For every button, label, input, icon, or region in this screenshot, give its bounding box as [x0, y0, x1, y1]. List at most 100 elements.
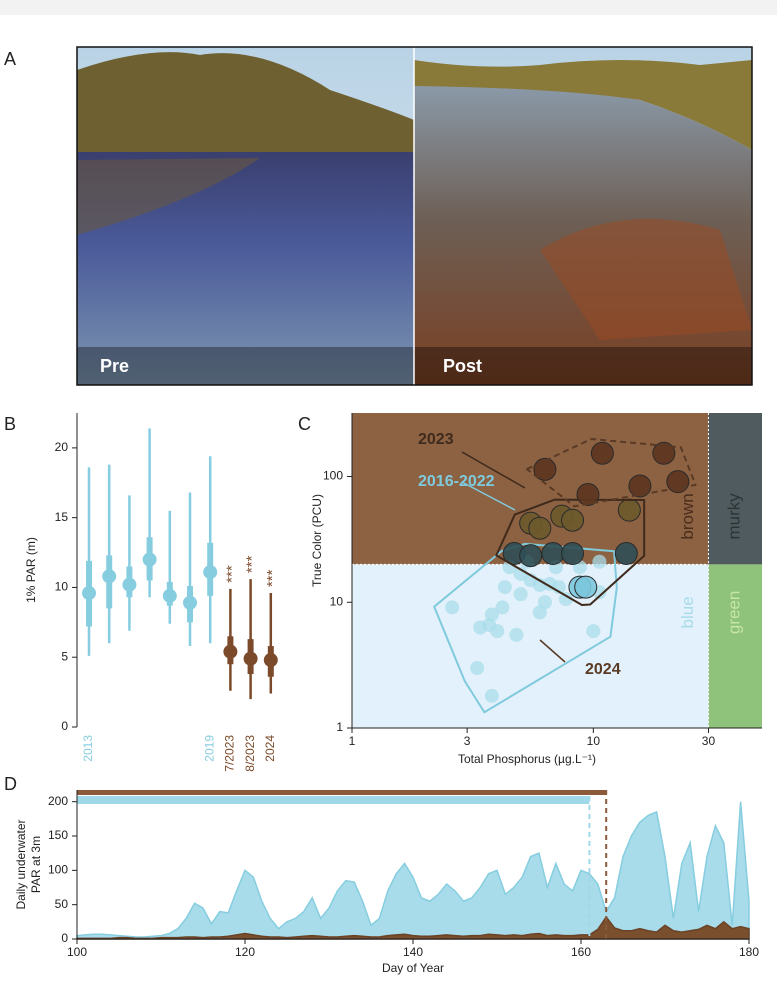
significance: *** — [264, 569, 281, 587]
y-axis-label: PAR at 3m — [29, 836, 43, 893]
median-point — [263, 653, 278, 668]
group-label: 2024 — [585, 661, 621, 678]
photo-panel: Pre Post — [76, 46, 753, 386]
point — [561, 542, 585, 566]
x-tick-label: 8/2023 — [243, 735, 257, 772]
y-tick-label: 5 — [61, 649, 68, 663]
area — [76, 801, 750, 940]
point — [497, 580, 512, 595]
y-tick-label: 10 — [330, 594, 344, 608]
point — [509, 627, 524, 642]
x-tick-label: 10 — [587, 734, 601, 748]
region-label: brown — [678, 493, 697, 539]
point — [617, 498, 641, 522]
area — [76, 915, 750, 940]
x-tick-label: 180 — [739, 945, 759, 959]
y-tick-label: 1 — [336, 720, 343, 734]
point — [470, 661, 485, 676]
y-tick-label: 0 — [61, 931, 68, 945]
x-tick-label: 100 — [67, 945, 87, 959]
y-axis-label: 1% PAR (m) — [24, 537, 38, 603]
region — [352, 413, 709, 565]
group-label: 2023 — [418, 431, 454, 448]
point — [590, 441, 614, 465]
y-tick-label: 15 — [55, 510, 69, 524]
hill — [77, 52, 414, 161]
point — [592, 554, 607, 569]
x-tick-label: 30 — [702, 734, 716, 748]
y-tick-label: 100 — [48, 863, 68, 877]
x-tick-label: 2013 — [81, 735, 95, 762]
x-axis-label: Day of Year — [382, 961, 444, 975]
y-tick-label: 10 — [55, 580, 69, 594]
x-tick-label: 3 — [464, 734, 471, 748]
x-tick-label: 160 — [571, 945, 591, 959]
median-point — [183, 595, 197, 610]
y-tick-label: 0 — [61, 719, 68, 733]
photo-label: Post — [443, 356, 482, 376]
region — [352, 564, 709, 728]
point — [586, 624, 601, 639]
significance: *** — [223, 565, 240, 583]
leader-line — [461, 451, 526, 489]
rocks — [540, 218, 752, 340]
median-point — [223, 644, 238, 659]
region-label: green — [725, 591, 744, 634]
x-tick-label: 120 — [235, 945, 255, 959]
region-label: blue — [678, 596, 697, 628]
point — [541, 542, 565, 566]
leader-line — [539, 639, 566, 663]
y-axis-label: True Color (PCU) — [310, 494, 324, 587]
point — [484, 607, 499, 622]
point — [652, 441, 676, 465]
shore — [414, 60, 752, 150]
photo-frame — [76, 46, 753, 386]
point — [513, 587, 528, 602]
point — [576, 482, 600, 506]
x-tick-label: 2019 — [202, 735, 216, 762]
panel-label: A — [4, 49, 16, 69]
y-tick-label: 150 — [48, 828, 68, 842]
median-point — [142, 552, 157, 567]
y-tick-label: 100 — [323, 469, 343, 483]
y-tick-label: 200 — [48, 794, 68, 808]
period-bar — [77, 796, 590, 804]
region — [708, 413, 762, 565]
point — [484, 688, 499, 703]
y-tick-label: 20 — [55, 440, 69, 454]
point — [558, 592, 573, 607]
point — [537, 595, 552, 610]
point — [495, 600, 510, 615]
y-tick-label: 50 — [55, 897, 69, 911]
point — [528, 516, 552, 540]
median-point — [203, 565, 218, 580]
median-point — [162, 588, 177, 603]
median-point — [122, 577, 137, 592]
x-tick-label: 7/2023 — [223, 735, 237, 772]
panel-label: D — [4, 774, 17, 794]
point — [445, 600, 460, 615]
region — [708, 564, 762, 728]
point — [519, 544, 543, 568]
x-tick-label: 1 — [349, 734, 356, 748]
group-hull — [525, 437, 697, 508]
group-label: 2016-2022 — [418, 473, 495, 490]
median-point — [102, 569, 117, 584]
point — [614, 542, 638, 566]
period-bar — [77, 790, 607, 795]
top-band — [0, 0, 777, 15]
point — [490, 624, 505, 639]
y-axis-label: Daily underwater — [14, 819, 28, 909]
median-point — [243, 651, 258, 666]
median-point — [82, 586, 96, 601]
point — [666, 470, 690, 494]
leader-line — [461, 481, 516, 511]
significance: *** — [244, 555, 261, 573]
point — [473, 620, 488, 635]
region-label: murky — [725, 493, 744, 540]
x-tick-label: 2024 — [263, 735, 277, 762]
point — [628, 474, 652, 498]
point — [574, 575, 598, 599]
